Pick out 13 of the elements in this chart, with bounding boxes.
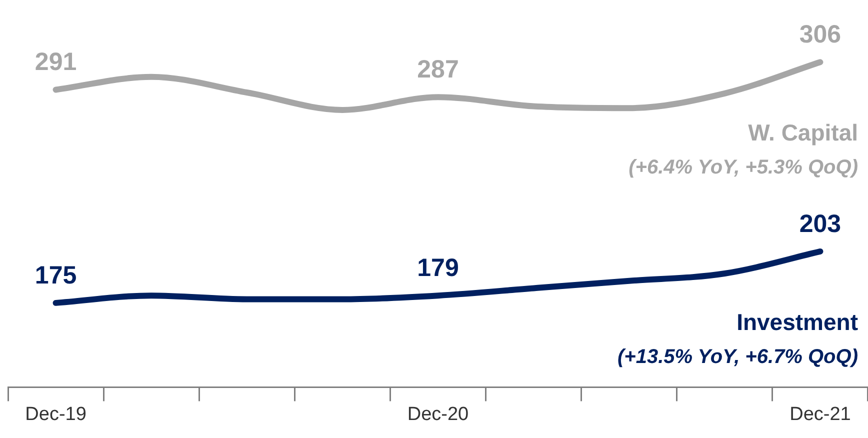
- data-label: 203: [799, 210, 842, 238]
- x-tick-label: Dec-20: [407, 404, 469, 425]
- data-label: 287: [417, 55, 459, 84]
- data-label: 291: [34, 48, 77, 76]
- x-tick-label: Dec-21: [790, 404, 851, 425]
- annotation: (+6.4% YoY, +5.3% QoQ): [628, 156, 858, 179]
- data-label: 306: [799, 20, 842, 49]
- series-label: Investment: [736, 308, 858, 335]
- data-label: 175: [34, 261, 77, 290]
- series-label: W. Capital: [748, 120, 858, 146]
- data-label: 179: [417, 254, 459, 282]
- x-tick-label: Dec-19: [25, 404, 86, 425]
- text: (+13.5% YoY, +6.7% QoQ): [618, 346, 858, 368]
